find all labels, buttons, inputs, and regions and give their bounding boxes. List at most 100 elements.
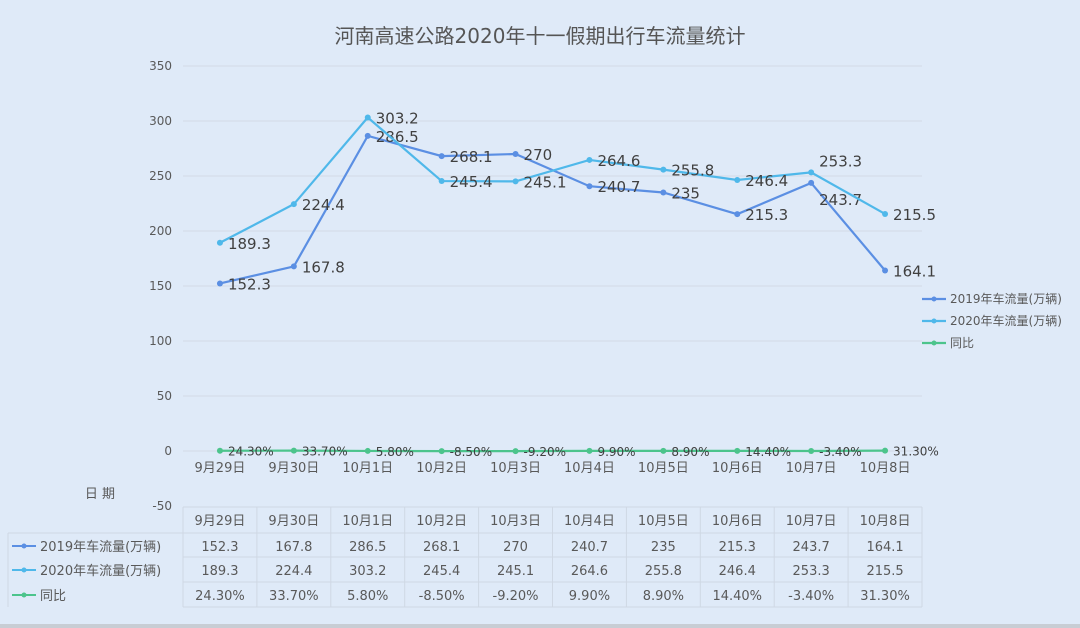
table-header-cell: 9月30日: [268, 514, 319, 529]
table-cell: 5.80%: [347, 589, 388, 604]
table-header-cell: 10月5日: [638, 514, 689, 529]
x-tick-label: 10月8日: [860, 461, 911, 476]
data-label: 189.3: [228, 235, 271, 253]
data-point: [660, 166, 667, 173]
table-cell: 264.6: [571, 564, 608, 579]
table-header-cell: 10月8日: [860, 514, 911, 529]
x-tick-label: 10月1日: [342, 461, 393, 476]
table-row-label: 2019年车流量(万辆): [40, 539, 161, 555]
table-cell: 303.2: [349, 564, 386, 579]
data-label: 245.4: [450, 173, 493, 191]
table-legend-marker: [21, 592, 27, 598]
y-tick-label: 200: [149, 224, 172, 238]
y-tick-label: 100: [149, 334, 172, 348]
data-point: [512, 448, 519, 455]
data-label: 270: [524, 146, 553, 164]
x-tick-label: 10月6日: [712, 461, 763, 476]
data-point: [216, 447, 223, 454]
data-label: 8.90%: [671, 445, 709, 459]
data-label: -8.50%: [450, 445, 492, 459]
table-cell: 33.70%: [269, 589, 319, 604]
data-label: 167.8: [302, 258, 345, 276]
table-cell: 245.4: [423, 564, 460, 579]
data-point: [882, 210, 889, 217]
legend-label: 2019年车流量(万辆): [950, 291, 1062, 306]
x-tick-label: 10月2日: [416, 461, 467, 476]
table-cell: -8.50%: [419, 589, 465, 604]
table-header-cell: 10月2日: [416, 514, 467, 529]
table-row-label: 同比: [40, 589, 66, 604]
data-point: [882, 447, 889, 454]
data-point: [660, 447, 667, 454]
data-point: [364, 447, 371, 454]
table-header-cell: 10月3日: [490, 514, 541, 529]
data-label: -3.40%: [819, 445, 861, 459]
y-tick-label: 350: [149, 59, 172, 73]
data-point: [586, 183, 593, 190]
y-tick-label: 50: [157, 389, 172, 403]
y-tick-label: 150: [149, 279, 172, 293]
chart-title: 河南高速公路2020年十一假期出行车流量统计: [334, 24, 746, 48]
data-label: 152.3: [228, 275, 271, 293]
data-point: [438, 448, 445, 455]
data-point: [290, 201, 297, 208]
data-label: 253.3: [819, 152, 862, 170]
data-label: 303.2: [376, 109, 419, 127]
data-point: [734, 176, 741, 183]
data-point: [364, 132, 371, 139]
data-point: [808, 179, 815, 186]
x-tick-label: 10月7日: [786, 461, 837, 476]
data-point: [882, 267, 889, 274]
data-point: [216, 280, 223, 287]
table-legend-marker: [21, 543, 27, 549]
data-point: [512, 151, 519, 157]
table-cell: 253.3: [793, 564, 830, 579]
data-label: 268.1: [450, 148, 493, 166]
data-label: 235: [671, 185, 700, 203]
data-point: [512, 178, 519, 185]
data-label: 33.70%: [302, 445, 348, 459]
table-cell: 9.90%: [569, 589, 610, 604]
data-point: [734, 211, 741, 218]
table-row-label: 2020年车流量(万辆): [40, 563, 161, 579]
data-point: [734, 447, 741, 454]
data-label: 9.90%: [597, 445, 635, 459]
legend-label: 2020年车流量(万辆): [950, 313, 1062, 328]
table-cell: 270: [503, 540, 528, 555]
data-label: 245.1: [524, 173, 567, 191]
table-cell: 167.8: [275, 540, 312, 555]
data-label: 215.3: [745, 206, 788, 224]
data-label: 164.1: [893, 262, 936, 280]
data-point: [586, 156, 593, 163]
table-cell: 189.3: [201, 564, 238, 579]
table-cell: 286.5: [349, 540, 386, 555]
x-axis-label: 日 期: [85, 487, 115, 502]
table-cell: 255.8: [645, 564, 682, 579]
data-point: [586, 447, 593, 454]
data-point: [438, 153, 445, 160]
x-tick-label: 9月30日: [268, 461, 319, 476]
table-cell: 215.5: [866, 564, 903, 579]
data-label: 24.30%: [228, 445, 274, 459]
data-label: -9.20%: [524, 445, 566, 459]
table-cell: 246.4: [719, 564, 756, 579]
table-cell: 268.1: [423, 540, 460, 555]
x-tick-label: 10月3日: [490, 461, 541, 476]
table-legend-marker: [21, 567, 27, 573]
table-cell: 224.4: [275, 564, 312, 579]
x-tick-label: 10月4日: [564, 461, 615, 476]
table-header-cell: 10月6日: [712, 514, 763, 529]
table-cell: -3.40%: [788, 589, 834, 604]
y-tick-label: -50: [152, 499, 172, 513]
table-cell: 164.1: [866, 540, 903, 555]
data-label: 255.8: [671, 162, 714, 180]
x-tick-label: 9月29日: [195, 461, 246, 476]
y-tick-label: 250: [149, 169, 172, 183]
table-header-cell: 10月1日: [342, 514, 393, 529]
data-label: 246.4: [745, 172, 788, 190]
data-label: 5.80%: [376, 445, 414, 459]
y-tick-label: 0: [164, 444, 172, 458]
data-label: 264.6: [597, 152, 640, 170]
series-line: [219, 115, 886, 244]
